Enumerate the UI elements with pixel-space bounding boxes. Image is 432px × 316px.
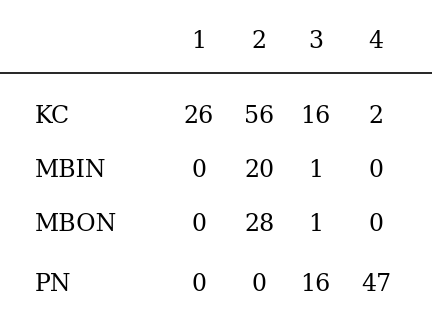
Text: PN: PN <box>35 273 71 296</box>
Text: MBIN: MBIN <box>35 159 106 182</box>
Text: 4: 4 <box>368 30 384 52</box>
Text: 28: 28 <box>244 213 274 236</box>
Text: MBON: MBON <box>35 213 117 236</box>
Text: KC: KC <box>35 106 70 128</box>
Text: 0: 0 <box>368 159 383 182</box>
Text: 1: 1 <box>308 213 323 236</box>
Text: 1: 1 <box>308 159 323 182</box>
Text: 56: 56 <box>244 106 274 128</box>
Text: 26: 26 <box>184 106 214 128</box>
Text: 0: 0 <box>252 273 267 296</box>
Text: 2: 2 <box>368 106 384 128</box>
Text: 2: 2 <box>251 30 267 52</box>
Text: 3: 3 <box>308 30 323 52</box>
Text: 0: 0 <box>191 159 206 182</box>
Text: 0: 0 <box>191 213 206 236</box>
Text: 16: 16 <box>300 273 330 296</box>
Text: 47: 47 <box>361 273 391 296</box>
Text: 1: 1 <box>191 30 206 52</box>
Text: 16: 16 <box>300 106 330 128</box>
Text: 0: 0 <box>191 273 206 296</box>
Text: 0: 0 <box>368 213 383 236</box>
Text: 20: 20 <box>244 159 274 182</box>
